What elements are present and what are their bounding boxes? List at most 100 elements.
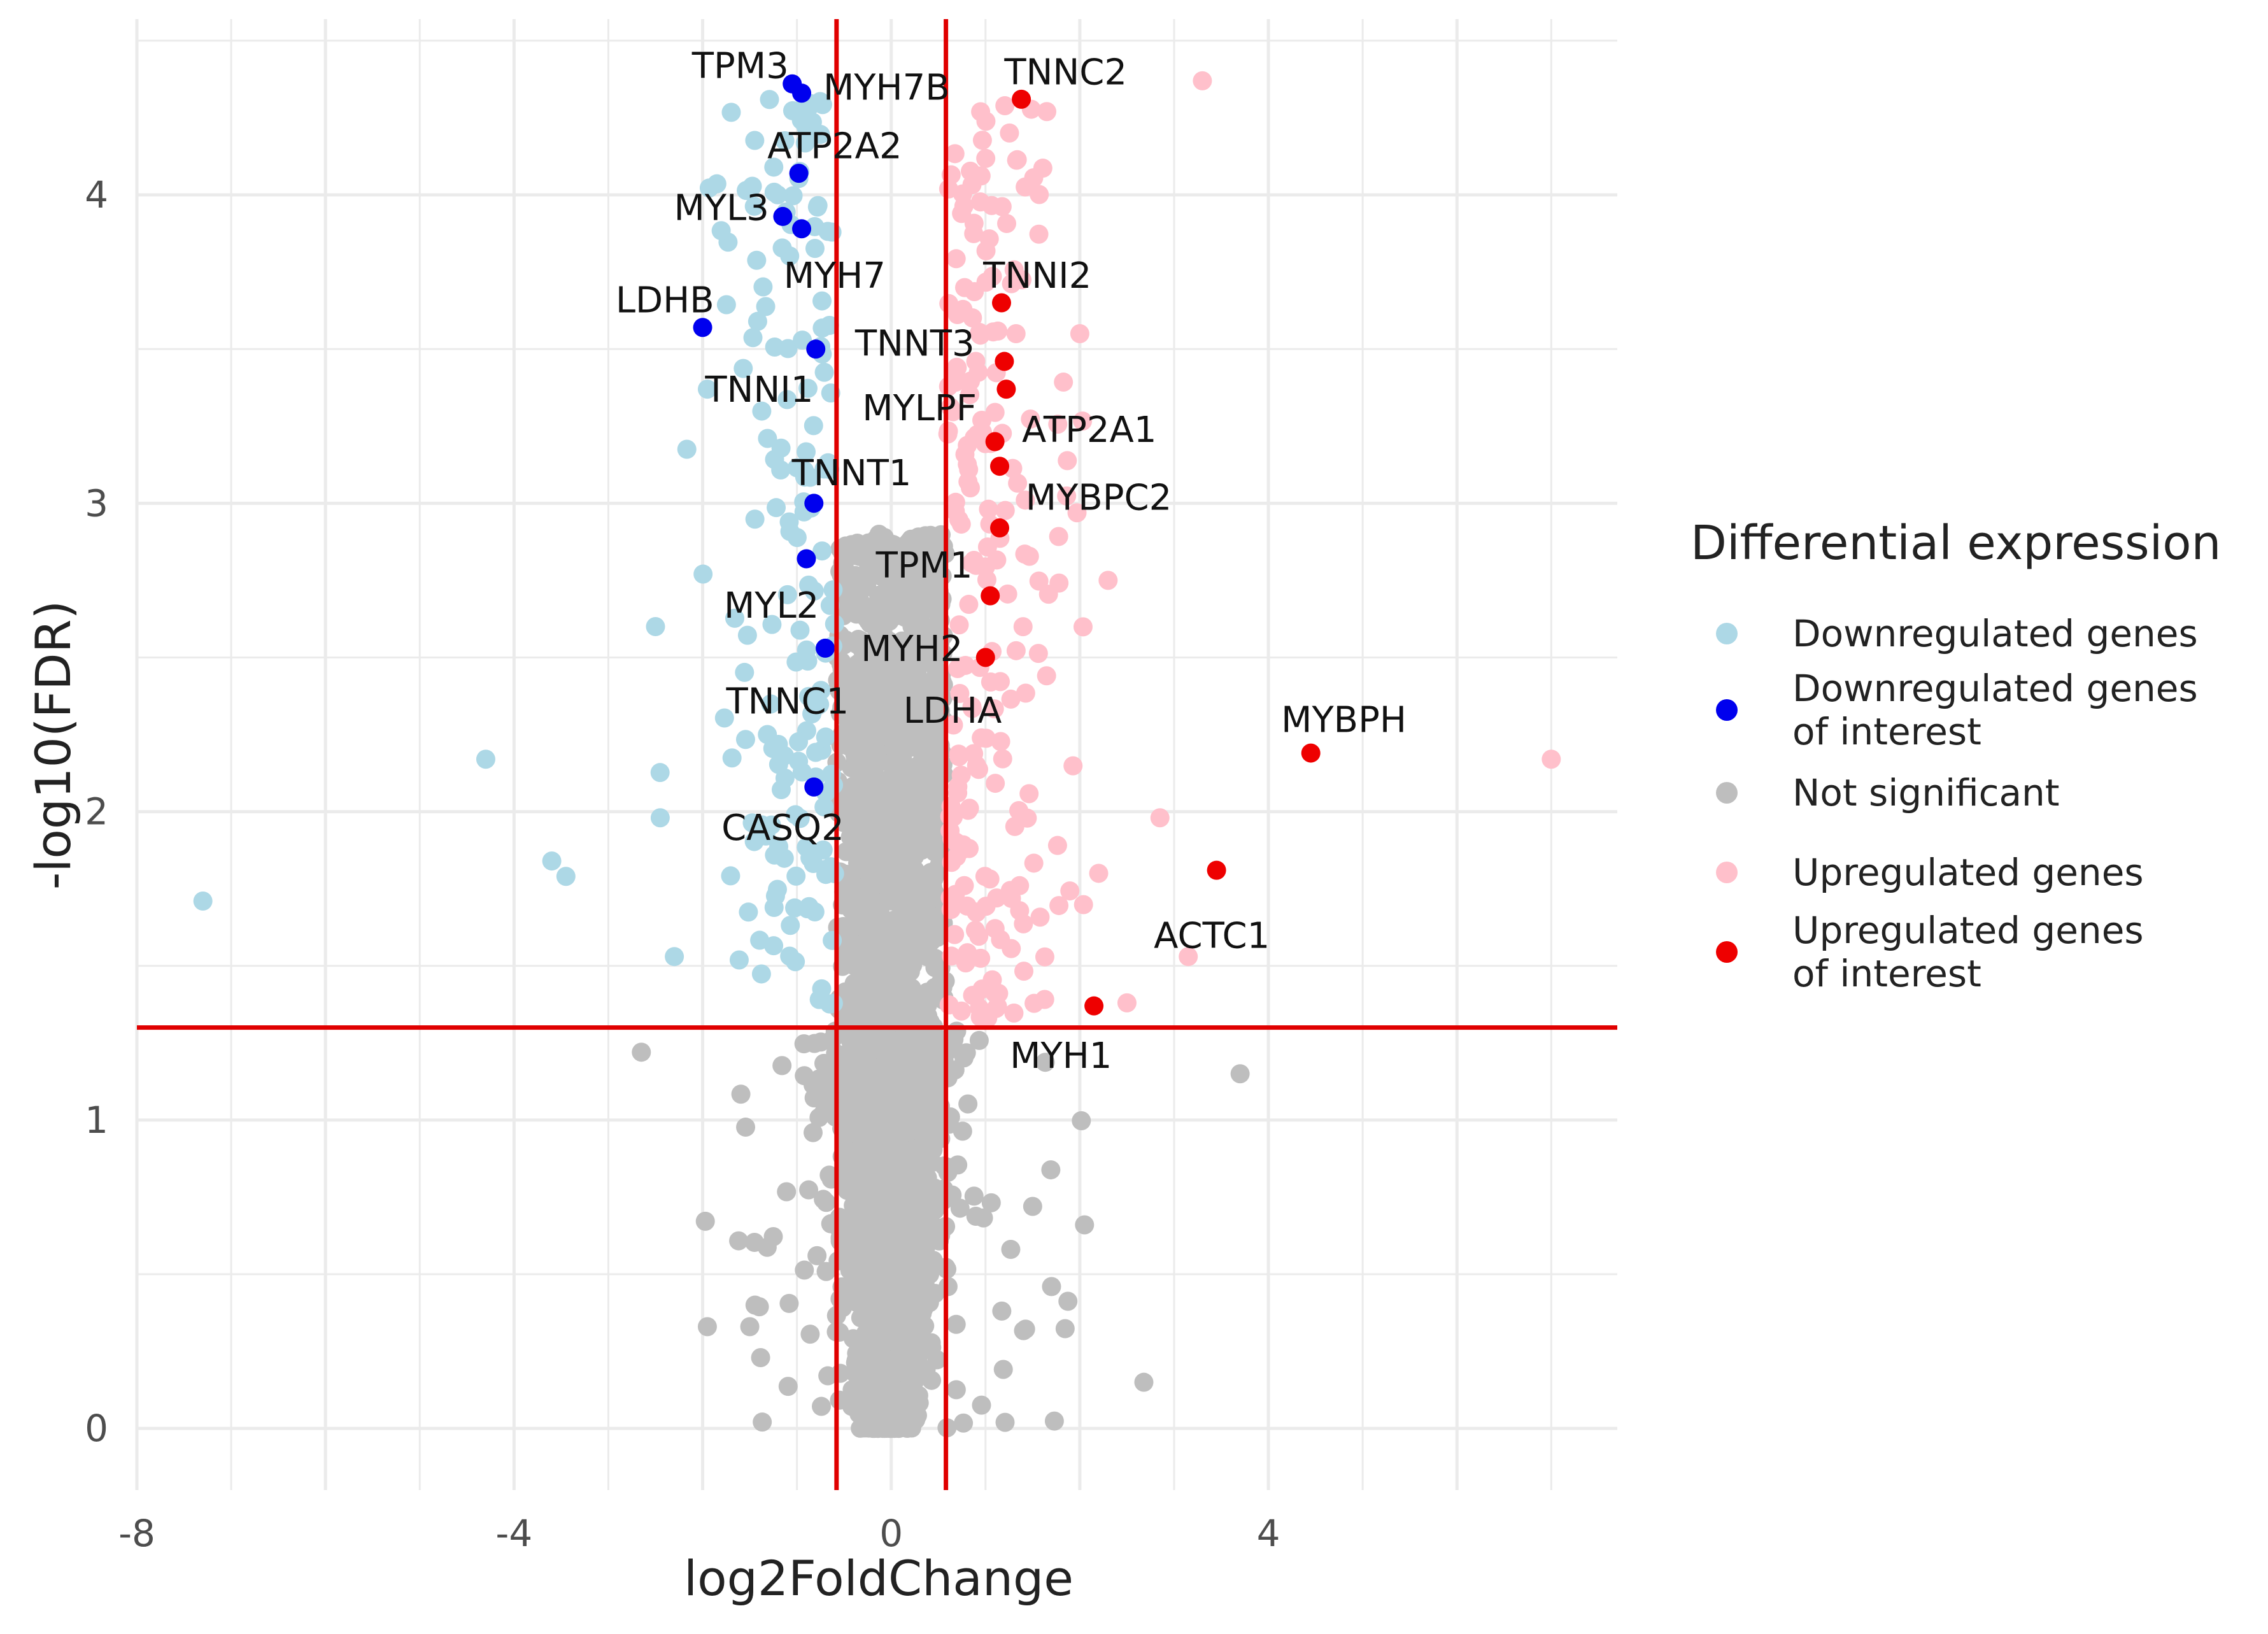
point-downregulated — [818, 222, 838, 241]
point-not-significant — [736, 1118, 756, 1137]
gene-label: TNNT3 — [854, 323, 975, 364]
point-downregulated — [765, 337, 784, 357]
point-downregulated — [743, 328, 763, 348]
point-not-significant — [859, 761, 879, 781]
point-upregulated-interest — [985, 432, 1005, 451]
point-downregulated — [795, 133, 815, 153]
x-tick-label: -8 — [118, 1512, 155, 1555]
point-downregulated — [758, 429, 777, 448]
point-not-significant — [1230, 1064, 1250, 1084]
point-not-significant — [892, 553, 912, 572]
point-not-significant — [972, 1395, 991, 1415]
point-downregulated — [798, 378, 818, 398]
point-upregulated — [993, 749, 1012, 769]
point-not-significant — [860, 1386, 880, 1406]
gene-labels: TPM3 MYH7B TNNC2 ATP2A2 MYL3 MYH7 TNNI2 LDHB TNN… — [616, 46, 1407, 1077]
point-downregulated — [748, 311, 767, 331]
gene-label: ATP2A2 — [767, 126, 902, 167]
y-tick-label: 4 — [85, 173, 108, 217]
point-not-significant — [1072, 1111, 1091, 1130]
point-downregulated — [804, 416, 823, 436]
point-downregulated-interest — [797, 549, 816, 569]
legend-swatch — [1716, 699, 1738, 721]
point-not-significant — [847, 1038, 867, 1058]
point-downregulated — [476, 750, 495, 769]
gene-label: TNNI1 — [704, 369, 813, 411]
point-not-significant — [744, 1233, 764, 1253]
axis-ticks: -8 -4 0 4 0 1 2 3 4 — [85, 173, 1280, 1555]
point-upregulated — [976, 148, 996, 168]
point-upregulated — [995, 501, 1015, 520]
point-not-significant — [853, 1156, 873, 1176]
genes-of-interest-points — [693, 74, 1321, 1016]
point-upregulated — [1150, 808, 1170, 828]
point-not-significant — [695, 1211, 715, 1231]
point-downregulated — [677, 439, 697, 459]
point-not-significant — [881, 783, 900, 803]
point-not-significant — [879, 1037, 898, 1057]
point-downregulated — [787, 528, 807, 548]
point-not-significant — [816, 1086, 835, 1106]
gene-label: TNNC1 — [725, 681, 849, 722]
point-upregulated — [1016, 490, 1035, 510]
point-upregulated — [1007, 150, 1026, 170]
point-downregulated — [816, 727, 835, 747]
point-upregulated-interest — [990, 518, 1010, 538]
point-downregulated — [783, 101, 802, 120]
point-upregulated — [964, 224, 984, 243]
point-not-significant — [953, 1121, 972, 1141]
point-not-significant — [818, 1366, 838, 1386]
point-downregulated — [823, 993, 843, 1013]
point-downregulated — [737, 625, 757, 645]
point-downregulated-interest — [773, 206, 793, 226]
point-not-significant — [835, 1148, 854, 1168]
point-downregulated — [744, 832, 764, 851]
point-not-significant — [1075, 1215, 1095, 1235]
gene-label: TNNT1 — [791, 453, 912, 494]
point-upregulated — [969, 927, 989, 946]
point-upregulated — [970, 1007, 990, 1027]
point-not-significant — [861, 1403, 881, 1423]
point-not-significant — [909, 610, 928, 630]
point-not-significant — [933, 626, 953, 646]
point-not-significant — [779, 1293, 799, 1313]
point-downregulated — [725, 608, 744, 628]
point-not-significant — [881, 600, 901, 620]
point-upregulated — [959, 595, 979, 615]
point-not-significant — [875, 1318, 895, 1337]
point-not-significant — [884, 948, 904, 968]
point-upregulated — [1049, 896, 1069, 916]
point-not-significant — [853, 846, 873, 866]
gene-label: MYL3 — [674, 187, 769, 229]
point-downregulated — [722, 748, 742, 768]
point-not-significant — [697, 1317, 717, 1337]
x-tick-label: 4 — [1257, 1512, 1280, 1555]
gene-label: ACTC1 — [1154, 915, 1270, 956]
point-downregulated — [768, 185, 788, 204]
point-downregulated — [785, 898, 805, 918]
point-upregulated — [1193, 71, 1212, 90]
point-not-significant — [836, 1211, 856, 1230]
legend-swatch — [1716, 623, 1738, 644]
point-not-significant — [763, 1227, 783, 1247]
point-downregulated — [697, 380, 717, 399]
point-downregulated — [811, 681, 831, 700]
y-tick-label: 3 — [85, 481, 108, 525]
point-not-significant — [993, 1360, 1013, 1379]
point-not-significant — [904, 702, 923, 721]
point-not-significant — [946, 1314, 966, 1334]
point-upregulated — [1037, 102, 1057, 122]
point-not-significant — [816, 1261, 836, 1281]
point-upregulated — [950, 684, 970, 704]
legend: Differential expression Downregulated ge… — [1690, 516, 2221, 995]
gene-label: MYH1 — [1010, 1035, 1112, 1077]
point-downregulated — [767, 879, 787, 899]
point-upregulated — [944, 807, 963, 827]
point-upregulated — [1054, 373, 1074, 392]
point-not-significant — [884, 1379, 904, 1398]
point-not-significant — [892, 1223, 912, 1243]
point-not-significant — [868, 647, 888, 667]
point-downregulated — [747, 250, 767, 270]
point-upregulated-interest — [1207, 860, 1226, 880]
point-upregulated — [1035, 947, 1054, 967]
